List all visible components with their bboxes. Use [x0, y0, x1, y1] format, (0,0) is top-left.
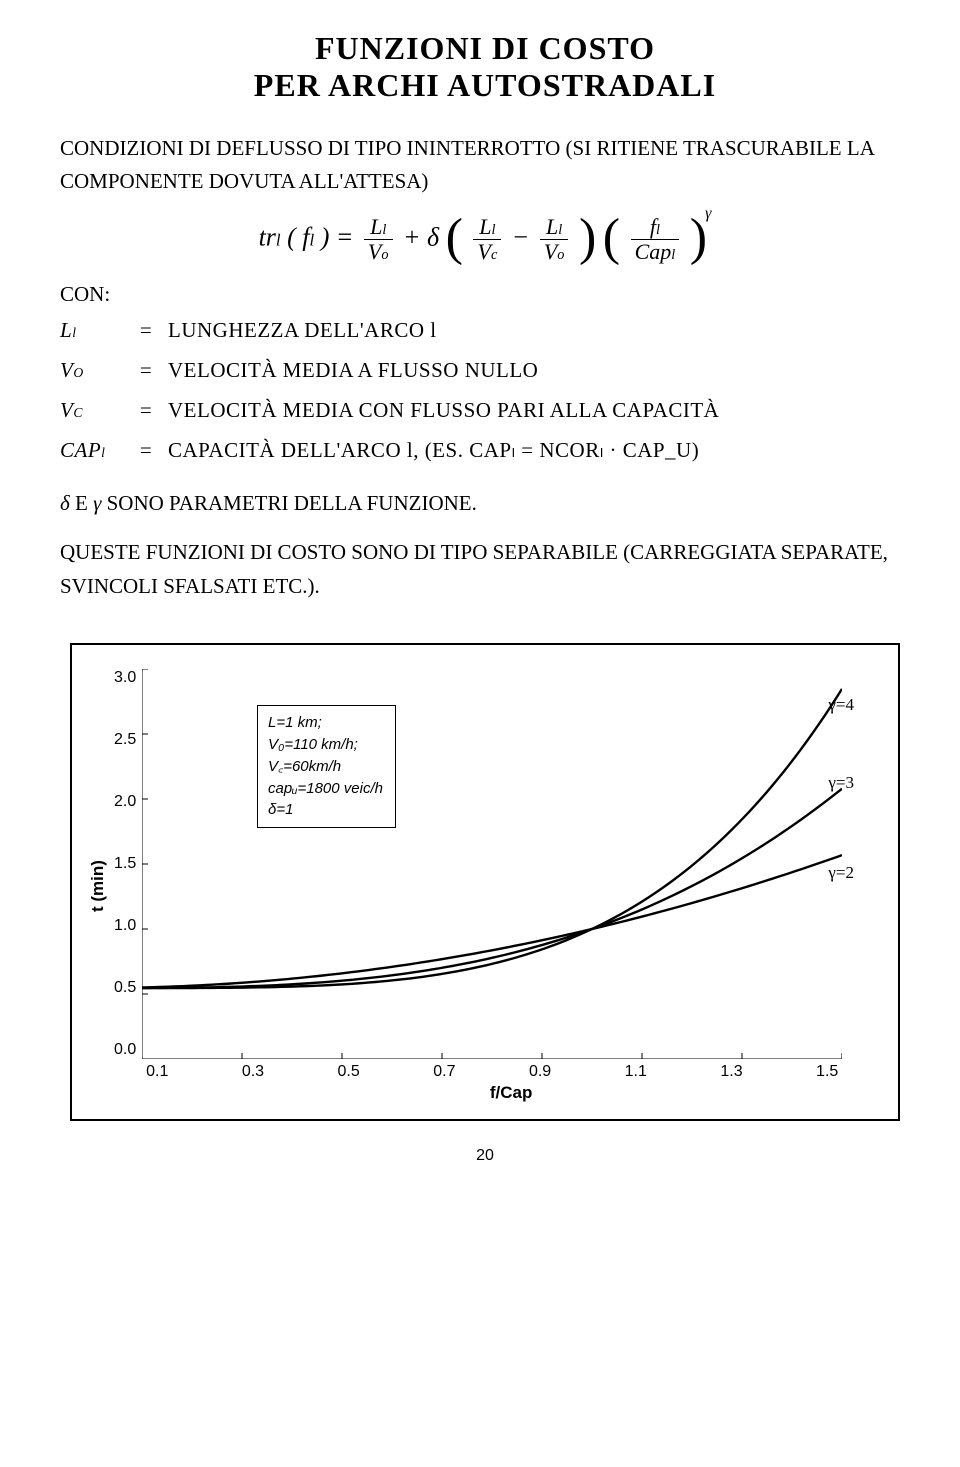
con-label: CON:	[60, 282, 910, 307]
page-number: 20	[60, 1147, 910, 1165]
page-title: FUNZIONI DI COSTO PER ARCHI AUTOSTRADALI	[60, 30, 910, 104]
definition-row: Ll=LUNGHEZZA DELL'ARCO l	[60, 311, 727, 351]
cost-function-equation: trl ( fl ) = LlVo + δ ( LlVc − LlVo ) ( …	[60, 215, 910, 264]
title-line-2: PER ARCHI AUTOSTRADALI	[60, 67, 910, 104]
definitions-table: Ll=LUNGHEZZA DELL'ARCO lVO=VELOCITÀ MEDI…	[60, 311, 727, 470]
delta-symbol: δ	[60, 491, 70, 515]
chart-legend: L=1 km;V₀=110 km/h;V꜀=60km/hcapᵤ=1800 ve…	[257, 705, 396, 828]
cost-function-chart: t (min) 3.02.52.01.51.00.50.0 0.10.30.50…	[70, 643, 900, 1121]
curve-gamma-2	[142, 856, 842, 988]
definition-row: VC=VELOCITÀ MEDIA CON FLUSSO PARI ALLA C…	[60, 391, 727, 431]
gamma-annotation: γ=4	[828, 695, 854, 715]
y-axis-label: t (min)	[82, 669, 114, 1103]
x-axis-label: f/Cap	[142, 1083, 880, 1103]
y-axis-ticks: 3.02.52.01.51.00.50.0	[114, 669, 142, 1059]
separable-note: QUESTE FUNZIONI DI COSTO SONO DI TIPO SE…	[60, 536, 910, 603]
intro-text: CONDIZIONI DI DEFLUSSO DI TIPO ININTERRO…	[60, 132, 910, 197]
title-line-1: FUNZIONI DI COSTO	[60, 30, 910, 67]
definition-row: CAPl=CAPACITÀ DELL'ARCO l, (ES. CAPₗ = N…	[60, 431, 727, 471]
definition-row: VO=VELOCITÀ MEDIA A FLUSSO NULLO	[60, 351, 727, 391]
x-axis-ticks: 0.10.30.50.70.91.11.31.5	[142, 1063, 842, 1081]
curve-gamma-3	[142, 789, 842, 988]
gamma-annotation: γ=3	[828, 773, 854, 793]
parameters-sentence: δ E γ SONO PARAMETRI DELLA FUNZIONE.	[60, 487, 910, 521]
plot-area	[142, 669, 842, 1059]
gamma-annotation: γ=2	[828, 863, 854, 883]
curve-gamma-4	[142, 689, 842, 988]
